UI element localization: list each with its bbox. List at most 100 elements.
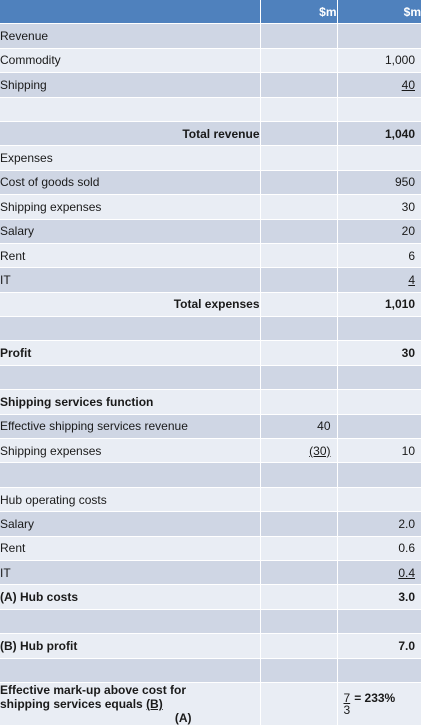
- row-value-c: 1,000: [337, 48, 421, 72]
- row-value-b: [260, 658, 337, 682]
- row-total-revenue: Total revenue 1,040: [0, 121, 421, 145]
- row-value-b: [260, 536, 337, 560]
- row-label: Total revenue: [0, 121, 260, 145]
- row-label: Rent: [0, 243, 260, 267]
- row-total-expenses: Total expenses 1,010: [0, 292, 421, 316]
- row-value-b: [260, 365, 337, 389]
- row-value-b: [260, 48, 337, 72]
- row-value-c: [337, 146, 421, 170]
- row-rent: Rent 6: [0, 243, 421, 267]
- row-expenses-heading: Expenses: [0, 146, 421, 170]
- row-value-c: [337, 24, 421, 48]
- row-label: (B) Hub profit: [0, 634, 260, 658]
- header-label-cell: [0, 0, 260, 24]
- row-label: IT: [0, 560, 260, 584]
- row-value-c: [337, 609, 421, 633]
- row-value-c: 2.0: [337, 512, 421, 536]
- row-value-b: [260, 609, 337, 633]
- row-label: [0, 97, 260, 121]
- row-shipping-expenses: Shipping expenses 30: [0, 195, 421, 219]
- row-label: [0, 463, 260, 487]
- row-profit: Profit 30: [0, 341, 421, 365]
- row-value-b: [260, 121, 337, 145]
- row-label: Salary: [0, 219, 260, 243]
- row-value-b: [260, 170, 337, 194]
- row-blank: [0, 317, 421, 341]
- row-value-b: [260, 24, 337, 48]
- row-value-c: [337, 97, 421, 121]
- row-it: IT 4: [0, 268, 421, 292]
- row-revenue-heading: Revenue: [0, 24, 421, 48]
- row-label: Expenses: [0, 146, 260, 170]
- row-label: Effective shipping services revenue: [0, 414, 260, 438]
- row-hub-costs: (A) Hub costs 3.0: [0, 585, 421, 609]
- row-value-c: 3.0: [337, 585, 421, 609]
- row-label: [0, 317, 260, 341]
- row-value-c: [337, 658, 421, 682]
- row-value-b: [260, 268, 337, 292]
- row-blank: [0, 609, 421, 633]
- row-value-b: [260, 146, 337, 170]
- row-effective-shipping-revenue: Effective shipping services revenue 40: [0, 414, 421, 438]
- row-value-b: [260, 512, 337, 536]
- row-value-c: 4: [337, 268, 421, 292]
- markup-line-1: Effective mark-up above cost for: [0, 683, 260, 697]
- row-label: Revenue: [0, 24, 260, 48]
- row-value-b: [260, 292, 337, 316]
- row-value-b: [260, 463, 337, 487]
- row-value-b: [260, 243, 337, 267]
- row-hub-it: IT 0.4: [0, 560, 421, 584]
- header-row: $m $m: [0, 0, 421, 24]
- row-value-c: 950: [337, 170, 421, 194]
- row-label: IT: [0, 268, 260, 292]
- row-value-b: [260, 634, 337, 658]
- row-value-c: 40: [337, 73, 421, 97]
- row-shipping: Shipping 40: [0, 73, 421, 97]
- row-value-c: 7.0: [337, 634, 421, 658]
- row-value-c: 1,040: [337, 121, 421, 145]
- row-value-c: 0.6: [337, 536, 421, 560]
- row-value-c: [337, 487, 421, 511]
- row-value-b: [260, 73, 337, 97]
- row-blank: [0, 658, 421, 682]
- markup-denominator: 3: [344, 704, 351, 716]
- row-blank: [0, 365, 421, 389]
- row-function-shipping-expenses: Shipping expenses (30) 10: [0, 439, 421, 463]
- row-value-c: 20: [337, 219, 421, 243]
- row-label: [0, 609, 260, 633]
- row-value-c: 6: [337, 243, 421, 267]
- row-value-b: [260, 317, 337, 341]
- row-value-c: [337, 317, 421, 341]
- row-salary: Salary 20: [0, 219, 421, 243]
- row-shipping-services-function: Shipping services function: [0, 390, 421, 414]
- row-label: Commodity: [0, 48, 260, 72]
- row-label: (A) Hub costs: [0, 585, 260, 609]
- row-label: [0, 365, 260, 389]
- row-label: Cost of goods sold: [0, 170, 260, 194]
- row-value-c: 1,010: [337, 292, 421, 316]
- row-value-b: (30): [260, 439, 337, 463]
- row-value-b: [260, 219, 337, 243]
- row-hub-operating-costs: Hub operating costs: [0, 487, 421, 511]
- header-col-c: $m: [337, 0, 421, 24]
- row-label: Total expenses: [0, 292, 260, 316]
- row-label: [0, 658, 260, 682]
- row-label: Hub operating costs: [0, 487, 260, 511]
- row-value-c: [337, 365, 421, 389]
- row-label: Salary: [0, 512, 260, 536]
- markup-result: = 233%: [354, 692, 395, 704]
- row-commodity: Commodity 1,000: [0, 48, 421, 72]
- row-hub-rent: Rent 0.6: [0, 536, 421, 560]
- row-value-c: 10: [337, 439, 421, 463]
- row-hub-profit: (B) Hub profit 7.0: [0, 634, 421, 658]
- row-label: Profit: [0, 341, 260, 365]
- row-value-c: 30: [337, 195, 421, 219]
- row-value-b: [260, 390, 337, 414]
- row-cost-of-goods-sold: Cost of goods sold 950: [0, 170, 421, 194]
- row-value-c: [337, 390, 421, 414]
- row-value-b: [260, 560, 337, 584]
- row-value-c: 30: [337, 341, 421, 365]
- row-label: Shipping services function: [0, 390, 260, 414]
- row-value-b: [260, 97, 337, 121]
